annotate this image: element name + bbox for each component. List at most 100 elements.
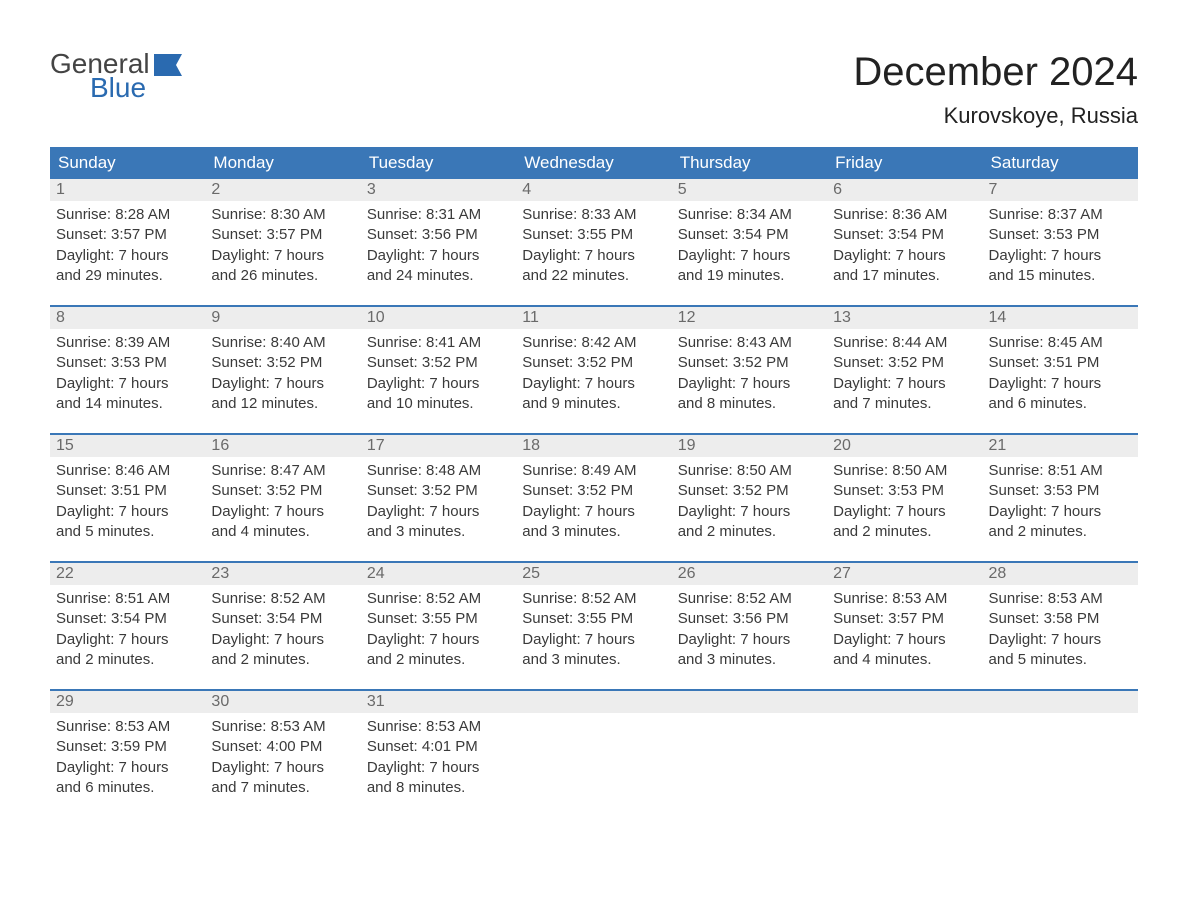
day-dl1: Daylight: 7 hours [989, 374, 1132, 394]
day-dl2: and 2 minutes. [367, 650, 510, 670]
day-body: Sunrise: 8:37 AMSunset: 3:53 PMDaylight:… [983, 201, 1138, 292]
week-row: 15Sunrise: 8:46 AMSunset: 3:51 PMDayligh… [50, 433, 1138, 553]
day-dl1: Daylight: 7 hours [522, 374, 665, 394]
day-dl2: and 14 minutes. [56, 394, 199, 414]
day-number: 7 [989, 181, 998, 198]
calendar-grid: Sunday Monday Tuesday Wednesday Thursday… [50, 147, 1138, 809]
day-body: Sunrise: 8:52 AMSunset: 3:56 PMDaylight:… [672, 585, 827, 676]
day-dl2: and 2 minutes. [989, 522, 1132, 542]
day-cell: 15Sunrise: 8:46 AMSunset: 3:51 PMDayligh… [50, 435, 205, 553]
day-number-row: 9 [205, 307, 360, 329]
day-sunset: Sunset: 3:52 PM [211, 353, 354, 373]
weekday-header: Saturday [983, 147, 1138, 179]
day-dl2: and 2 minutes. [56, 650, 199, 670]
day-cell: 19 Sunrise: 8:50 AMSunset: 3:52 PMDayligh… [672, 435, 827, 553]
day-number-row: 1 [50, 179, 205, 201]
day-number-row: 21 [983, 435, 1138, 457]
day-sunrise: Sunrise: 8:42 AM [522, 333, 665, 353]
day-number: 14 [989, 309, 1007, 326]
day-number-row: 10 [361, 307, 516, 329]
day-sunset: Sunset: 3:52 PM [678, 481, 821, 501]
day-dl2: and 12 minutes. [211, 394, 354, 414]
day-dl2: and 2 minutes. [211, 650, 354, 670]
day-body: Sunrise: 8:53 AMSunset: 3:57 PMDaylight:… [827, 585, 982, 676]
day-cell: 31Sunrise: 8:53 AMSunset: 4:01 PMDayligh… [361, 691, 516, 809]
logo-text: General Blue [50, 50, 150, 102]
day-number: 27 [833, 565, 851, 582]
day-number-row: 14 [983, 307, 1138, 329]
day-number-row: 7 [983, 179, 1138, 201]
day-dl1: Daylight: 7 hours [989, 502, 1132, 522]
day-sunset: Sunset: 3:55 PM [522, 609, 665, 629]
day-body: Sunrise: 8:48 AMSunset: 3:52 PMDaylight:… [361, 457, 516, 548]
day-body: Sunrise: 8:41 AMSunset: 3:52 PMDaylight:… [361, 329, 516, 420]
day-dl1: Daylight: 7 hours [56, 502, 199, 522]
day-sunrise: Sunrise: 8:50 AM [678, 461, 821, 481]
day-sunrise: Sunrise: 8:49 AM [522, 461, 665, 481]
day-cell: 26Sunrise: 8:52 AMSunset: 3:56 PMDayligh… [672, 563, 827, 681]
day-dl2: and 10 minutes. [367, 394, 510, 414]
day-number-row: 4 [516, 179, 671, 201]
day-body: Sunrise: 8:51 AMSunset: 3:53 PMDaylight:… [983, 457, 1138, 548]
day-number: 1 [56, 181, 65, 198]
title-block: December 2024 Kurovskoye, Russia [853, 50, 1138, 129]
day-sunset: Sunset: 3:55 PM [522, 225, 665, 245]
day-cell: 8Sunrise: 8:39 AMSunset: 3:53 PMDaylight… [50, 307, 205, 425]
day-sunset: Sunset: 3:59 PM [56, 737, 199, 757]
day-sunset: Sunset: 3:53 PM [833, 481, 976, 501]
day-body: Sunrise: 8:52 AMSunset: 3:55 PMDaylight:… [361, 585, 516, 676]
day-sunset: Sunset: 3:56 PM [367, 225, 510, 245]
day-number: 2 [211, 181, 220, 198]
day-number-row: 20 [827, 435, 982, 457]
day-cell [827, 691, 982, 809]
calendar-page: General Blue December 2024 Kurovskoye, R… [50, 50, 1138, 809]
week-row: 22Sunrise: 8:51 AMSunset: 3:54 PMDayligh… [50, 561, 1138, 681]
day-dl1: Daylight: 7 hours [367, 630, 510, 650]
day-body: Sunrise: 8:43 AMSunset: 3:52 PMDaylight:… [672, 329, 827, 420]
day-dl2: and 6 minutes. [56, 778, 199, 798]
day-number-row: 26 [672, 563, 827, 585]
day-dl2: and 4 minutes. [833, 650, 976, 670]
day-dl1: Daylight: 7 hours [678, 374, 821, 394]
day-dl1: Daylight: 7 hours [211, 630, 354, 650]
day-cell [516, 691, 671, 809]
day-cell: 13Sunrise: 8:44 AMSunset: 3:52 PMDayligh… [827, 307, 982, 425]
logo: General Blue [50, 50, 182, 102]
day-dl2: and 3 minutes. [367, 522, 510, 542]
day-number-row: 29 [50, 691, 205, 713]
day-dl1: Daylight: 7 hours [522, 502, 665, 522]
day-dl1: Daylight: 7 hours [211, 758, 354, 778]
day-sunrise: Sunrise: 8:50 AM [833, 461, 976, 481]
day-number-row: 12 [672, 307, 827, 329]
day-sunset: Sunset: 3:56 PM [678, 609, 821, 629]
day-sunrise: Sunrise: 8:53 AM [56, 717, 199, 737]
day-cell [672, 691, 827, 809]
day-dl2: and 26 minutes. [211, 266, 354, 286]
day-number: 19 [678, 437, 696, 454]
week-row: 1Sunrise: 8:28 AMSunset: 3:57 PMDaylight… [50, 179, 1138, 297]
day-cell: 10Sunrise: 8:41 AMSunset: 3:52 PMDayligh… [361, 307, 516, 425]
week-row: 8Sunrise: 8:39 AMSunset: 3:53 PMDaylight… [50, 305, 1138, 425]
day-number-row: 22 [50, 563, 205, 585]
day-number-row [983, 691, 1138, 713]
day-sunrise: Sunrise: 8:53 AM [367, 717, 510, 737]
day-number: 17 [367, 437, 385, 454]
day-cell: 29Sunrise: 8:53 AMSunset: 3:59 PMDayligh… [50, 691, 205, 809]
day-dl2: and 7 minutes. [833, 394, 976, 414]
weekday-header-row: Sunday Monday Tuesday Wednesday Thursday… [50, 147, 1138, 179]
day-cell: 30Sunrise: 8:53 AMSunset: 4:00 PMDayligh… [205, 691, 360, 809]
day-sunrise: Sunrise: 8:51 AM [989, 461, 1132, 481]
day-number: 18 [522, 437, 540, 454]
day-sunset: Sunset: 3:51 PM [989, 353, 1132, 373]
day-body: Sunrise: 8:30 AMSunset: 3:57 PMDaylight:… [205, 201, 360, 292]
day-dl2: and 15 minutes. [989, 266, 1132, 286]
day-sunset: Sunset: 3:53 PM [989, 225, 1132, 245]
day-sunset: Sunset: 3:54 PM [833, 225, 976, 245]
day-sunrise: Sunrise: 8:31 AM [367, 205, 510, 225]
day-sunset: Sunset: 3:57 PM [833, 609, 976, 629]
day-cell: 16Sunrise: 8:47 AMSunset: 3:52 PMDayligh… [205, 435, 360, 553]
weekday-header: Tuesday [361, 147, 516, 179]
day-number-row: 8 [50, 307, 205, 329]
day-sunset: Sunset: 3:52 PM [211, 481, 354, 501]
day-body: Sunrise: 8:50 AMSunset: 3:52 PMDaylight:… [672, 457, 827, 548]
